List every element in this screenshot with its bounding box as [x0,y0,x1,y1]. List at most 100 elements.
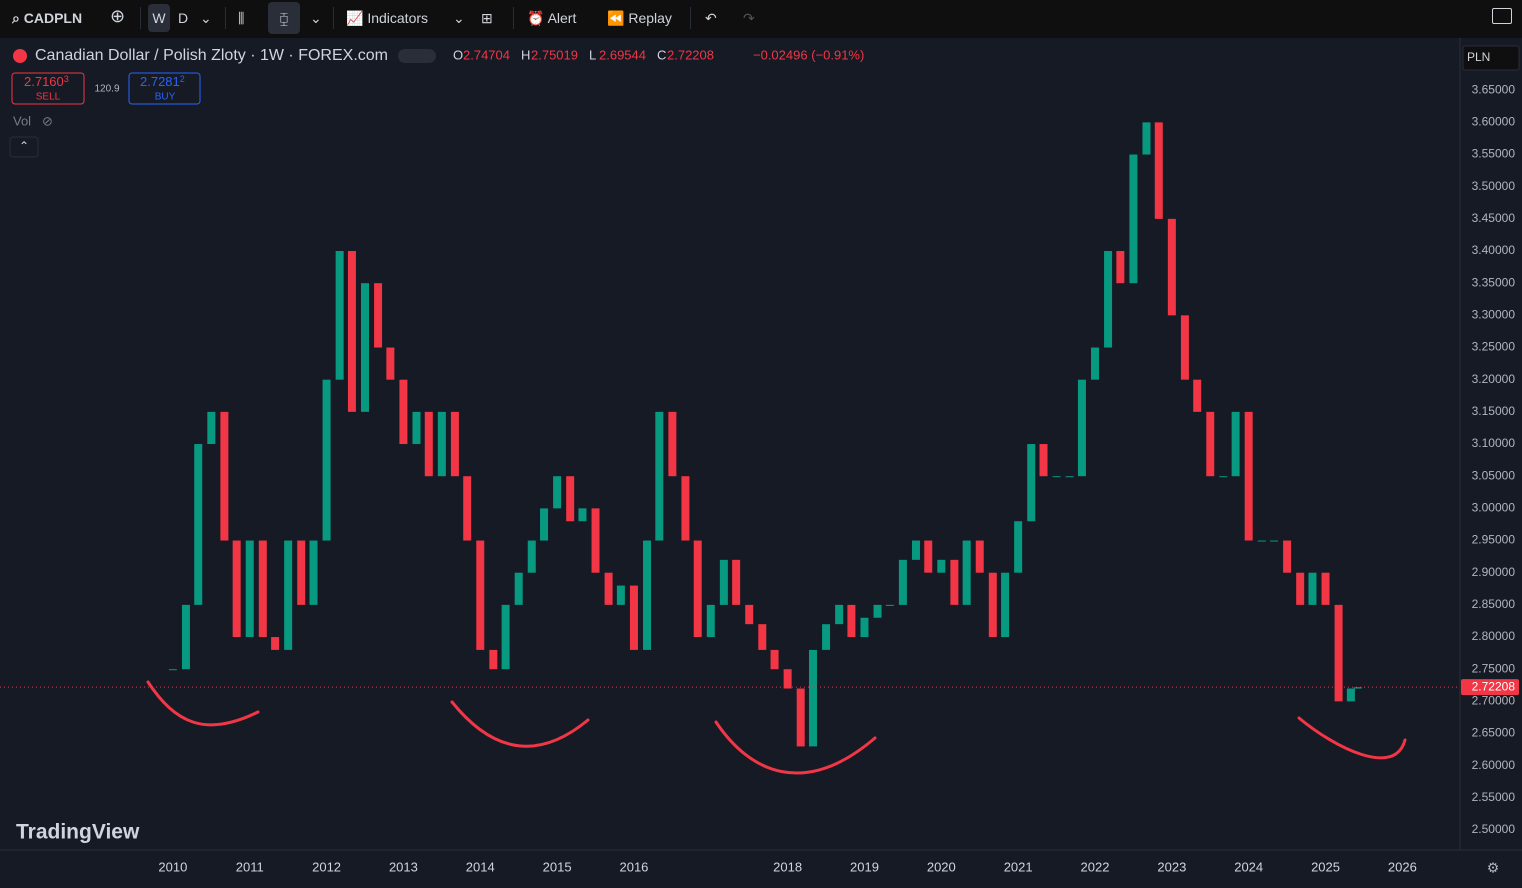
sell-label: SELL [36,92,61,103]
sell-button[interactable] [11,72,85,105]
y-tick-label: 3.10000 [1472,436,1516,450]
x-tick-label: 2024 [1234,859,1263,874]
indicators-menu[interactable]: ⌄ [453,10,465,26]
candle-body [1104,251,1113,348]
y-tick-label: 3.55000 [1472,147,1516,161]
candle-body [258,540,267,638]
style-menu[interactable]: ⌄ [310,10,322,26]
candle-body [168,669,177,671]
layouts-button[interactable]: ⊞ [481,10,493,26]
buy-button[interactable] [128,72,201,105]
y-tick-label: 2.55000 [1472,790,1516,804]
candle-body [1091,347,1099,380]
interval-w[interactable]: W [148,4,170,32]
candle-style[interactable]: ⧮ [268,2,300,34]
y-tick-label: 3.00000 [1472,501,1516,515]
compare-button[interactable]: ⊕ [110,6,126,26]
ohlc-value: 2.69544 [599,47,646,62]
candle-body [540,508,549,541]
candle-body [783,669,792,689]
currency-select[interactable] [1462,45,1520,71]
y-tick-label: 3.30000 [1472,308,1516,322]
candle-body [578,508,587,522]
candle-body [1219,476,1228,478]
sell-price: 2.71603 [24,74,69,89]
candle-body [758,624,767,650]
interval-menu[interactable]: ⌄ [200,10,212,26]
indicators-button[interactable]: 📈 Indicators [346,10,429,26]
y-tick-label: 2.75000 [1472,661,1516,675]
bar-style[interactable]: ⫼ [238,10,245,26]
candle-body [681,476,690,541]
candle-body [245,540,254,638]
status-pill [398,49,436,63]
x-tick-label: 2011 [236,859,264,874]
candle-body [1001,572,1010,638]
candle-body [732,559,741,605]
candle-body [1296,572,1305,605]
candle-body [309,540,318,605]
fullscreen-button[interactable] [1492,8,1512,24]
candle-body [553,476,562,509]
candle-body [975,540,984,573]
collapse-button[interactable] [9,136,39,158]
candle-body [1154,122,1163,219]
redo-button[interactable]: ↷ [743,10,755,26]
symbol: CADPLN [23,10,83,26]
candle-body [1193,379,1202,412]
candle-body [450,411,459,477]
candle-body [412,411,421,445]
undo-button[interactable]: ↶ [705,10,717,26]
ohlc-value: 2.74704 [463,47,510,62]
candle-body [374,283,383,348]
candle-body [693,540,702,638]
candle-body [386,347,395,380]
candle-body [988,572,997,638]
y-tick-label: 2.85000 [1472,597,1516,611]
y-tick-label: 3.20000 [1472,372,1516,386]
symbol-search[interactable]: ⌕ CADPLN [12,10,83,26]
candle-body [937,559,946,573]
y-tick-label: 3.45000 [1472,211,1516,225]
candle-body [220,411,229,541]
candle-body [399,379,408,445]
x-tick-label: 2020 [927,859,956,874]
candle-body [1231,411,1240,477]
y-tick-label: 2.90000 [1472,565,1516,579]
x-tick-label: 2014 [466,859,495,874]
buy-big: 2.7281 [140,74,180,89]
candle-body [1116,251,1125,284]
candle-body [463,476,472,541]
candle-body [181,604,190,670]
candle-body [1308,572,1317,605]
x-tick-label: 2023 [1157,859,1186,874]
vol-hidden-icon[interactable]: ⊘ [42,113,53,128]
alert-button[interactable]: ⏰ Alert [527,10,577,26]
candle-body [591,508,600,573]
last-price-tag [1461,679,1519,696]
settings-icon[interactable]: ⚙ [1487,860,1500,876]
x-tick-label: 2016 [619,859,648,874]
candle-body [1283,540,1292,573]
candle-body [335,251,344,380]
replay-button[interactable]: ⏪ Replay [607,10,672,26]
interval-d[interactable]: D [178,10,189,26]
candle-body [476,540,485,650]
candle-body [796,688,805,747]
candle-body [719,559,728,605]
y-tick-label: 2.95000 [1472,533,1516,547]
ohlc-key: O [453,47,463,62]
y-tick-label: 2.65000 [1472,726,1516,740]
buy-pip: 2 [180,74,185,84]
candle-body [347,251,356,412]
candle-body [1065,476,1074,478]
ohlc-value: 2.75019 [531,47,578,62]
last-price-label: 2.72208 [1472,679,1516,693]
candle-body [1014,521,1023,573]
y-tick-label: 2.50000 [1472,822,1516,836]
candle-body [1206,411,1215,477]
y-tick-label: 2.60000 [1472,758,1516,772]
candle-body [1334,604,1343,702]
toolbar: ⌕ CADPLN ⊕ W D ⌄ ⫼ ⧮ ⌄ 📈 Indicators ⌄ ⊞ … [0,0,1522,36]
